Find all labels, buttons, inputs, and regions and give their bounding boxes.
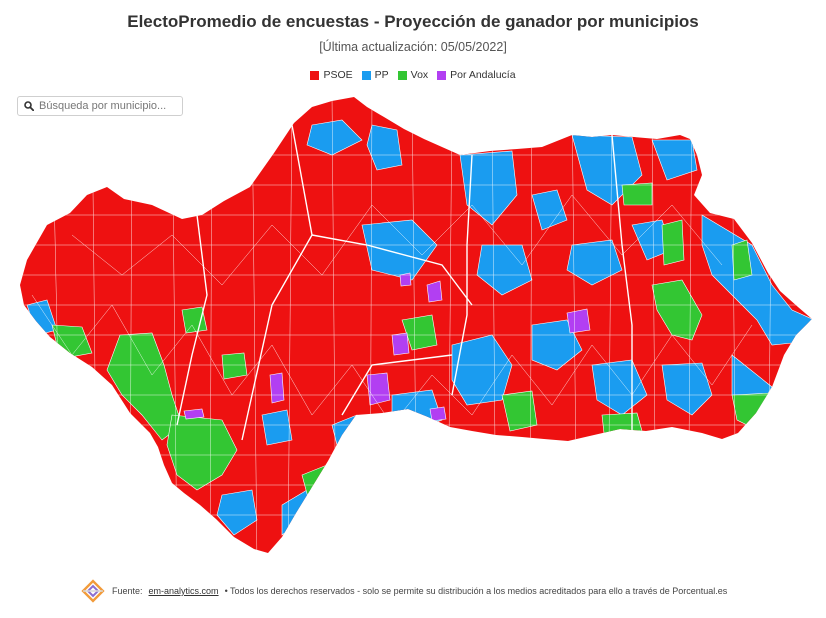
por-andalucia-region[interactable] <box>426 280 443 303</box>
pp-region[interactable] <box>566 239 623 286</box>
em-analytics-link[interactable]: em-analytics.com <box>148 586 219 596</box>
search-input[interactable] <box>39 100 179 112</box>
andalucia-municipalities-map[interactable] <box>12 95 818 565</box>
footer-source-prefix: Fuente: <box>112 586 143 596</box>
legend-item-vox[interactable]: Vox <box>397 69 429 81</box>
pp-region[interactable] <box>591 359 648 416</box>
legend-swatch-por-andalucia <box>437 70 447 80</box>
por-andalucia-region[interactable] <box>269 372 285 404</box>
page-title: ElectoPromedio de encuestas - Proyección… <box>127 12 699 31</box>
last-update-subtitle: [Última actualización: 05/05/2022] <box>319 40 507 54</box>
legend-label-psoe: PSOE <box>323 69 353 81</box>
pp-region[interactable] <box>261 409 293 446</box>
pp-region[interactable] <box>651 139 698 181</box>
legend-label-por-andalucia: Por Andalucía <box>450 69 516 81</box>
legend-label-pp: PP <box>374 69 389 81</box>
footer: Fuente: em-analytics.com • Todos los der… <box>80 578 727 604</box>
pp-region[interactable] <box>531 319 583 371</box>
pp-region[interactable] <box>531 189 568 231</box>
legend: PSOE PP Vox Por Andalucía <box>0 69 826 81</box>
search-icon <box>24 101 34 111</box>
por-andalucia-region[interactable] <box>391 332 410 356</box>
pp-region[interactable] <box>361 219 438 281</box>
pp-region[interactable] <box>306 119 363 156</box>
legend-swatch-psoe <box>310 70 320 80</box>
vox-region[interactable] <box>661 219 685 266</box>
pp-region[interactable] <box>366 124 403 171</box>
pp-region[interactable] <box>216 489 258 536</box>
por-andalucia-region[interactable] <box>366 372 391 406</box>
por-andalucia-region[interactable] <box>399 272 412 287</box>
legend-swatch-pp <box>361 70 371 80</box>
legend-item-psoe[interactable]: PSOE <box>310 69 353 81</box>
vox-region[interactable] <box>651 279 703 341</box>
pp-region[interactable] <box>661 362 713 416</box>
vox-region[interactable] <box>221 352 248 380</box>
vox-region[interactable] <box>181 306 208 334</box>
vox-region[interactable] <box>401 314 438 351</box>
legend-item-por-andalucia[interactable]: Por Andalucía <box>437 69 516 81</box>
pp-region[interactable] <box>459 150 518 226</box>
vox-region[interactable] <box>601 412 643 434</box>
por-andalucia-region[interactable] <box>429 406 447 422</box>
municipality-search[interactable] <box>17 96 183 116</box>
footer-rights-text: • Todos los derechos reservados - solo s… <box>224 586 728 596</box>
legend-swatch-vox <box>397 70 407 80</box>
por-andalucia-region[interactable] <box>566 308 591 334</box>
legend-item-pp[interactable]: PP <box>361 69 389 81</box>
vox-region[interactable] <box>621 182 653 206</box>
por-andalucia-region[interactable] <box>183 408 205 420</box>
pp-region[interactable] <box>701 214 812 346</box>
legend-label-vox: Vox <box>410 69 429 81</box>
em-analytics-logo-icon <box>81 579 105 603</box>
